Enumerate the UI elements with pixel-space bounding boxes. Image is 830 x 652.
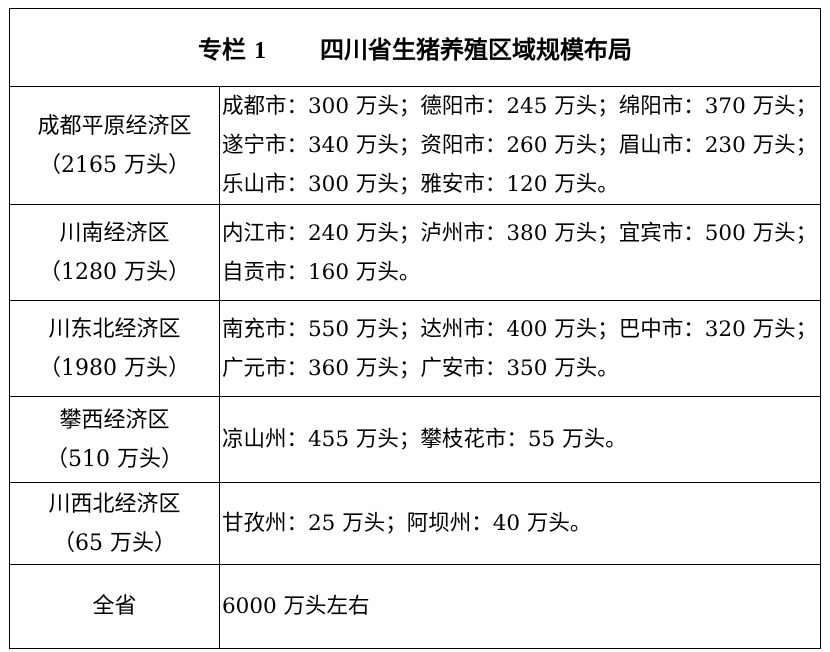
table-row: 成都平原经济区 （2165 万头） 成都市：300 万头；德阳市：245 万头；… <box>9 86 821 205</box>
region-name: 川南经济区 <box>59 220 170 246</box>
detail-line: 广元市：360 万头；广安市：350 万头。 <box>222 355 619 381</box>
detail-cell: 甘孜州：25 万头；阿坝州：40 万头。 <box>219 482 821 565</box>
title-text: 四川省生猪养殖区域规模布局 <box>320 35 632 64</box>
region-cell: 川南经济区 （1280 万头） <box>9 204 220 301</box>
detail-line: 甘孜州：25 万头；阿坝州：40 万头。 <box>222 511 592 536</box>
title-number: 1 <box>254 38 266 64</box>
table-row: 川东北经济区 （1980 万头） 南充市：550 万头；达州市：400 万头；巴… <box>9 300 821 397</box>
pig-farming-layout-table: 专栏 1 四川省生猪养殖区域规模布局 成都平原经济区 （2165 万头） 成都市：3… <box>9 8 821 649</box>
region-cell: 成都平原经济区 （2165 万头） <box>9 86 220 205</box>
region-name: 攀西经济区 <box>59 407 170 433</box>
detail-cell: 成都市：300 万头；德阳市：245 万头；绵阳市：370 万头； 遂宁市：34… <box>219 86 821 205</box>
region-name: 全省 <box>92 594 137 619</box>
region-total: （2165 万头） <box>39 152 190 178</box>
region-name: 川东北经济区 <box>48 316 181 342</box>
detail-line: 内江市：240 万头；泸州市：380 万头；宜宾市：500 万头； <box>222 220 818 246</box>
detail-line: 乐山市：300 万头；雅安市：120 万头。 <box>222 172 619 197</box>
detail-cell: 内江市：240 万头；泸州市：380 万头；宜宾市：500 万头； 自贡市：16… <box>219 204 821 301</box>
table-row: 攀西经济区 （510 万头） 凉山州：455 万头；攀枝花市：55 万头。 <box>9 396 821 483</box>
detail-line: 凉山州：455 万头；攀枝花市：55 万头。 <box>222 427 627 452</box>
detail-line: 6000 万头左右 <box>222 594 370 619</box>
table-row: 川南经济区 （1280 万头） 内江市：240 万头；泸州市：380 万头；宜宾… <box>9 204 821 301</box>
table-row: 川西北经济区 （65 万头） 甘孜州：25 万头；阿坝州：40 万头。 <box>9 482 821 565</box>
detail-line: 遂宁市：340 万头；资阳市：260 万头；眉山市：230 万头； <box>222 133 818 158</box>
region-name: 川西北经济区 <box>48 491 181 517</box>
region-cell: 全省 <box>9 564 220 649</box>
table-row: 全省 6000 万头左右 <box>9 564 821 649</box>
table-title-row: 专栏 1 四川省生猪养殖区域规模布局 <box>9 8 821 87</box>
detail-line: 自贡市：160 万头。 <box>222 259 421 285</box>
region-name: 成都平原经济区 <box>37 113 192 139</box>
region-total: （1280 万头） <box>39 259 190 285</box>
detail-line: 南充市：550 万头；达州市：400 万头；巴中市：320 万头； <box>222 316 818 342</box>
table-title: 专栏 1 四川省生猪养殖区域规模布局 <box>9 8 821 87</box>
title-prefix: 专栏 <box>198 35 246 64</box>
region-cell: 攀西经济区 （510 万头） <box>9 396 220 483</box>
region-total: （1980 万头） <box>39 355 190 381</box>
detail-line: 成都市：300 万头；德阳市：245 万头；绵阳市：370 万头； <box>222 94 818 119</box>
region-cell: 川东北经济区 （1980 万头） <box>9 300 220 397</box>
detail-cell: 凉山州：455 万头；攀枝花市：55 万头。 <box>219 396 821 483</box>
region-total: （510 万头） <box>46 446 183 472</box>
detail-cell: 6000 万头左右 <box>219 564 821 649</box>
region-total: （65 万头） <box>53 530 176 556</box>
detail-cell: 南充市：550 万头；达州市：400 万头；巴中市：320 万头； 广元市：36… <box>219 300 821 397</box>
region-cell: 川西北经济区 （65 万头） <box>9 482 220 565</box>
